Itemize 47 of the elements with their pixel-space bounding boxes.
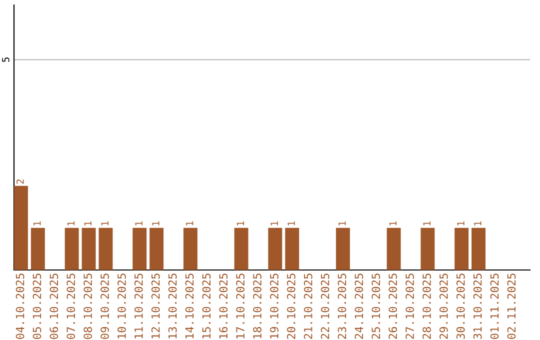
x-tick-label: 31.10.2025 (473, 274, 482, 339)
x-tick-label: 15.10.2025 (202, 274, 211, 338)
data-label: 1 (389, 221, 396, 226)
x-tick-label: 20.10.2025 (286, 274, 296, 339)
x-tick-label: 28.10.2025 (422, 274, 431, 339)
x-tick-label: 25.10.2025 (372, 274, 380, 339)
x-tick-label: 22.10.2025 (320, 274, 330, 339)
x-tick-label: 02.11.2025 (507, 274, 516, 339)
data-label: 1 (186, 221, 194, 226)
x-tick-label: 08.10.2025 (84, 274, 92, 339)
data-label: 1 (67, 221, 75, 226)
x-tick-label: 30.10.2025 (456, 274, 465, 339)
x-tick-label: 24.10.2025 (354, 274, 364, 339)
y-tick-label: 5 (2, 58, 10, 62)
x-tick-label: 01.11.2025 (490, 274, 499, 339)
x-tick-label: 29.10.2025 (439, 274, 448, 339)
data-label: 1 (288, 221, 295, 226)
x-tick-label: 10.10.2025 (118, 274, 126, 338)
x-tick-label: 27.10.2025 (406, 274, 414, 339)
x-tick-label: 16.10.2025 (219, 274, 228, 338)
x-tick-label: 12.10.2025 (151, 274, 160, 338)
x-tick-label: 05.10.2025 (32, 274, 42, 339)
x-tick-label: 17.10.2025 (236, 274, 245, 338)
x-tick-label: 14.10.2025 (185, 274, 194, 338)
x-tick-label: 18.10.2025 (253, 274, 262, 338)
x-tick-label: 11.10.2025 (134, 274, 143, 338)
data-label: 1 (236, 221, 244, 226)
x-tick-label: 23.10.2025 (338, 274, 346, 339)
x-tick-label: 06.10.2025 (50, 274, 58, 339)
data-label: 1 (34, 221, 41, 226)
data-label: 1 (474, 221, 482, 226)
x-tick-label: 21.10.2025 (304, 274, 312, 339)
data-label: 1 (84, 221, 92, 226)
data-label: 2 (16, 179, 24, 184)
data-label: 1 (101, 221, 108, 226)
data-label: 1 (135, 221, 142, 226)
data-label: 1 (457, 221, 464, 226)
x-tick-label: 07.10.2025 (66, 274, 76, 339)
x-tick-label: 09.10.2025 (100, 274, 109, 339)
x-tick-label: 26.10.2025 (388, 274, 398, 339)
x-tick-label: 19.10.2025 (270, 274, 278, 338)
data-label: 1 (423, 221, 430, 226)
x-tick-label: 04.10.2025 (16, 274, 24, 339)
data-label: 1 (152, 221, 160, 226)
data-label: 1 (338, 221, 346, 226)
data-label: 1 (270, 221, 278, 226)
x-tick-label: 13.10.2025 (168, 274, 177, 338)
